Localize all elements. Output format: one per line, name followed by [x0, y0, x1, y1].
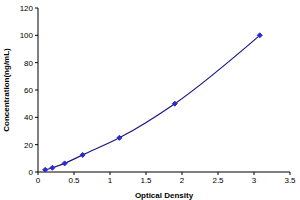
svg-text:100: 100 [20, 31, 34, 40]
svg-text:0: 0 [29, 168, 34, 177]
svg-text:0: 0 [36, 176, 41, 185]
svg-text:2.5: 2.5 [212, 176, 224, 185]
svg-text:20: 20 [24, 141, 33, 150]
svg-text:1.5: 1.5 [140, 176, 152, 185]
svg-text:120: 120 [20, 4, 34, 13]
svg-text:3.5: 3.5 [284, 176, 292, 185]
svg-text:Concentration(ng/mL): Concentration(ng/mL) [8, 48, 11, 132]
svg-text:60: 60 [24, 86, 33, 95]
svg-text:40: 40 [24, 113, 33, 122]
svg-text:2: 2 [180, 176, 185, 185]
svg-text:0.5: 0.5 [68, 176, 80, 185]
svg-text:1: 1 [108, 176, 113, 185]
svg-text:Optical Density: Optical Density [135, 191, 194, 200]
svg-text:3: 3 [252, 176, 257, 185]
svg-text:80: 80 [24, 59, 33, 68]
